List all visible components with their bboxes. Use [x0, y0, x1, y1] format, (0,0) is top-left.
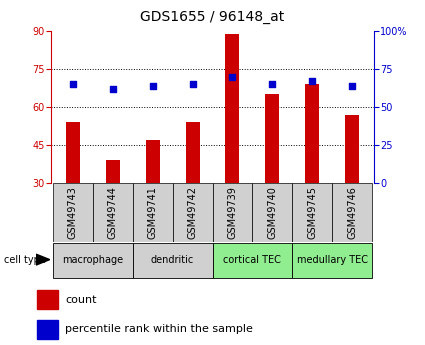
Point	[348, 83, 355, 88]
Bar	[265, 94, 279, 183]
Bar	[252, 183, 292, 242]
Text: GSM49746: GSM49746	[347, 186, 357, 239]
Bar	[133, 244, 212, 277]
Point	[309, 78, 316, 84]
Bar	[305, 84, 319, 183]
Text: GSM49745: GSM49745	[307, 186, 317, 239]
Bar	[53, 183, 93, 242]
Text: cell type: cell type	[4, 256, 46, 265]
Text: GSM49741: GSM49741	[147, 186, 158, 239]
Text: cortical TEC: cortical TEC	[224, 255, 281, 265]
Bar	[225, 33, 239, 183]
Point	[70, 81, 76, 87]
Bar	[37, 290, 57, 309]
Text: GSM49742: GSM49742	[187, 186, 198, 239]
Text: percentile rank within the sample: percentile rank within the sample	[65, 325, 253, 334]
Point	[229, 74, 236, 79]
Bar	[332, 183, 372, 242]
Bar	[292, 244, 372, 277]
Bar	[37, 320, 57, 339]
Text: GSM49740: GSM49740	[267, 186, 278, 239]
Bar	[66, 122, 80, 183]
Text: GSM49739: GSM49739	[227, 186, 238, 239]
Bar	[133, 183, 173, 242]
Bar	[212, 183, 252, 242]
Point	[109, 86, 116, 91]
Bar	[186, 122, 200, 183]
Bar	[173, 183, 212, 242]
Text: macrophage: macrophage	[62, 255, 123, 265]
Bar	[106, 160, 120, 183]
Bar	[292, 183, 332, 242]
Bar	[53, 244, 133, 277]
Text: GSM49744: GSM49744	[108, 186, 118, 239]
Point	[189, 81, 196, 87]
Text: GDS1655 / 96148_at: GDS1655 / 96148_at	[140, 10, 285, 24]
Point	[269, 81, 276, 87]
Point	[149, 83, 156, 88]
Polygon shape	[36, 254, 50, 265]
Text: GSM49743: GSM49743	[68, 186, 78, 239]
Bar	[93, 183, 133, 242]
Text: medullary TEC: medullary TEC	[297, 255, 368, 265]
Bar	[345, 115, 359, 183]
Text: dendritic: dendritic	[151, 255, 194, 265]
Bar	[146, 140, 160, 183]
Text: count: count	[65, 295, 97, 305]
Bar	[212, 244, 292, 277]
